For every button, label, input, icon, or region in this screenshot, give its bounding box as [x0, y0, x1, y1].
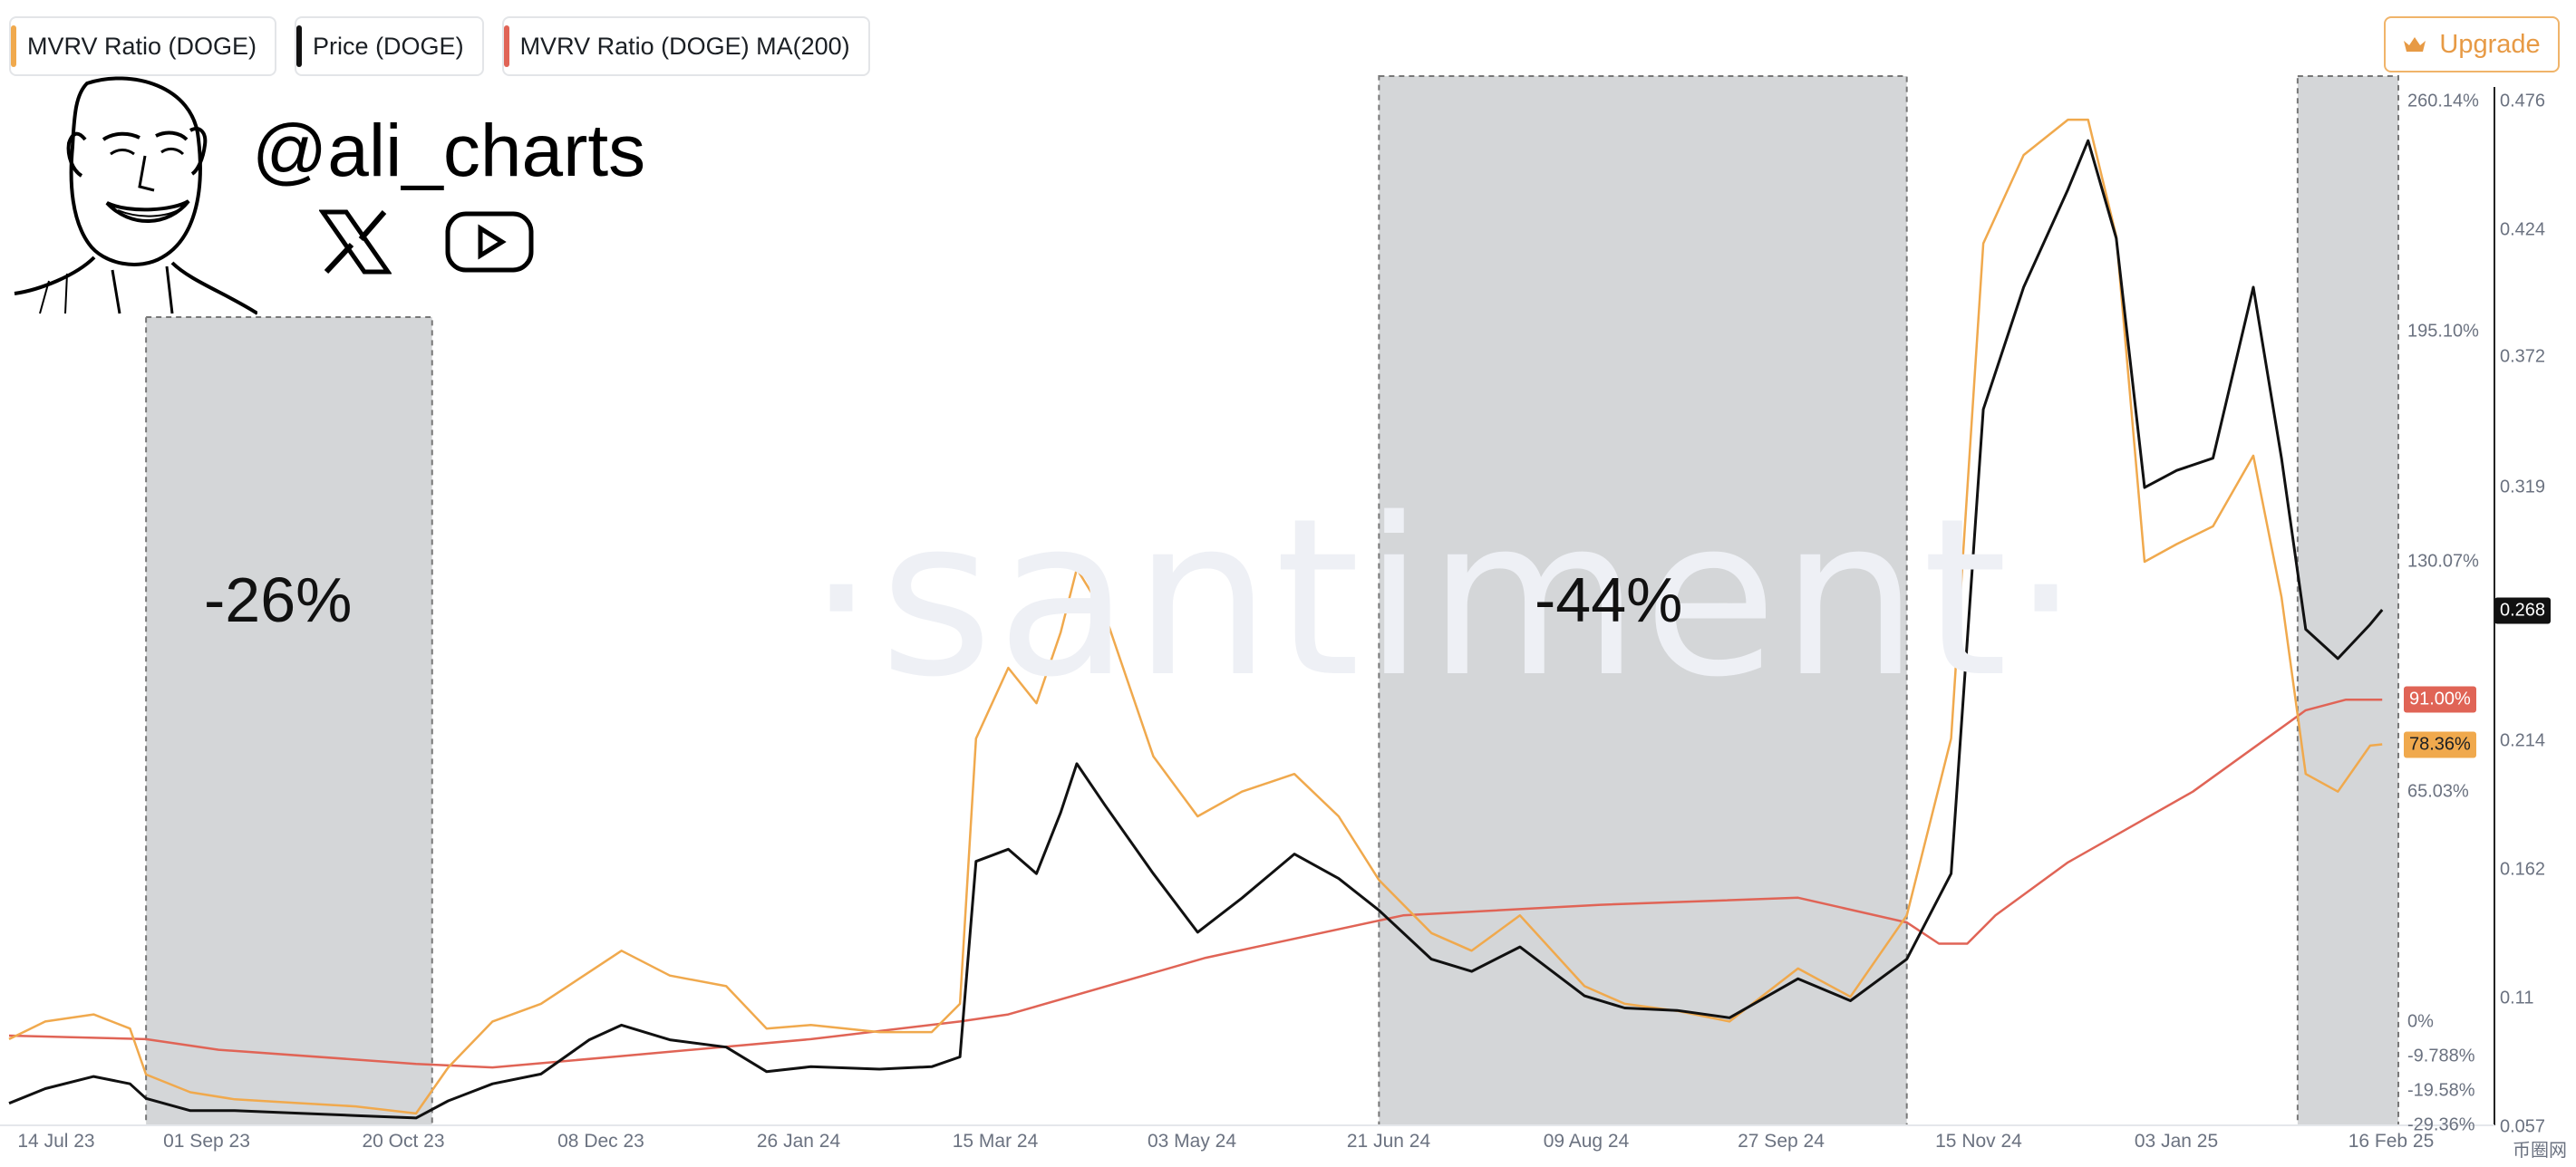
y-tick-price: 0.372 [2500, 346, 2546, 367]
y-tick-price: 0.214 [2500, 730, 2546, 751]
y-tick-price: 0.424 [2500, 219, 2546, 240]
annotation-band [1378, 75, 1908, 1126]
site-logo: 币圈网 [2513, 1141, 2567, 1161]
legend-label-ma200: MVRV Ratio (DOGE) MA(200) [519, 32, 850, 60]
legend-label-mvrv: MVRV Ratio (DOGE) [27, 32, 257, 60]
y-tick-mvrv: 195.10% [2407, 321, 2479, 342]
x-tick: 15 Nov 24 [1935, 1131, 2022, 1152]
x-logo-icon[interactable] [319, 208, 392, 275]
legend-swatch-ma200 [503, 25, 509, 67]
x-tick: 14 Jul 23 [17, 1131, 95, 1152]
annotation-bands [145, 75, 2399, 1126]
x-tick: 27 Sep 24 [1738, 1131, 1825, 1152]
chart-lines [8, 118, 2384, 1120]
legend-item-ma200[interactable]: MVRV Ratio (DOGE) MA(200) [501, 16, 870, 76]
drawdown-label-1: -26% [204, 564, 353, 635]
x-tick: 16 Feb 25 [2348, 1131, 2435, 1152]
youtube-icon[interactable] [444, 210, 535, 274]
annotation-band [145, 316, 433, 1126]
legend: MVRV Ratio (DOGE) Price (DOGE) MVRV Rati… [9, 16, 870, 76]
price-last-value-badge: 0.268 [2494, 597, 2552, 624]
annotation-band [2296, 75, 2399, 1126]
y-tick-price: 0.162 [2500, 859, 2546, 880]
series-line-mvrv [8, 118, 2383, 1115]
y-tick-mvrv: 0% [2407, 1011, 2434, 1032]
ma200-last-value-badge: 91.00% [2404, 686, 2476, 713]
y-tick-mvrv: -29.36% [2407, 1114, 2475, 1135]
y-tick-mvrv: 260.14% [2407, 91, 2479, 111]
series-line-price [8, 139, 2384, 1120]
crown-icon [2404, 37, 2426, 52]
y-tick-mvrv: 65.03% [2407, 781, 2469, 802]
y-tick-price: 0.476 [2500, 91, 2546, 111]
x-tick: 03 May 24 [1147, 1131, 1237, 1152]
series-line-ma200 [8, 698, 2383, 1069]
mvrv-last-value-badge: 78.36% [2404, 731, 2476, 758]
drawdown-label-2: -44% [1535, 564, 1683, 635]
legend-item-price[interactable]: Price (DOGE) [295, 16, 484, 76]
upgrade-button[interactable]: Upgrade [2384, 16, 2560, 72]
x-tick: 03 Jan 25 [2134, 1131, 2219, 1152]
x-tick: 21 Jun 24 [1346, 1131, 1431, 1152]
x-tick: 01 Sep 23 [163, 1131, 250, 1152]
legend-swatch-price [296, 25, 303, 67]
y-tick-mvrv: -19.58% [2407, 1080, 2475, 1101]
y-tick-price: 0.057 [2500, 1116, 2546, 1137]
x-tick: 20 Oct 23 [362, 1131, 445, 1152]
author-handle: @ali_charts [252, 110, 646, 192]
x-tick: 08 Dec 23 [557, 1131, 644, 1152]
upgrade-label: Upgrade [2439, 29, 2541, 59]
y-tick-price: 0.11 [2500, 988, 2534, 1008]
legend-label-price: Price (DOGE) [313, 32, 464, 60]
legend-item-mvrv[interactable]: MVRV Ratio (DOGE) [9, 16, 277, 76]
y-tick-mvrv: 130.07% [2407, 551, 2479, 572]
x-tick: 15 Mar 24 [952, 1131, 1039, 1152]
legend-swatch-mvrv [11, 25, 16, 67]
santiment-watermark: ·santiment· [807, 471, 2085, 725]
y-tick-mvrv: -9.788% [2407, 1046, 2475, 1066]
author-avatar [14, 76, 257, 315]
y-tick-price: 0.319 [2500, 477, 2546, 497]
x-tick: 26 Jan 24 [756, 1131, 841, 1152]
x-tick: 09 Aug 24 [1543, 1131, 1630, 1152]
